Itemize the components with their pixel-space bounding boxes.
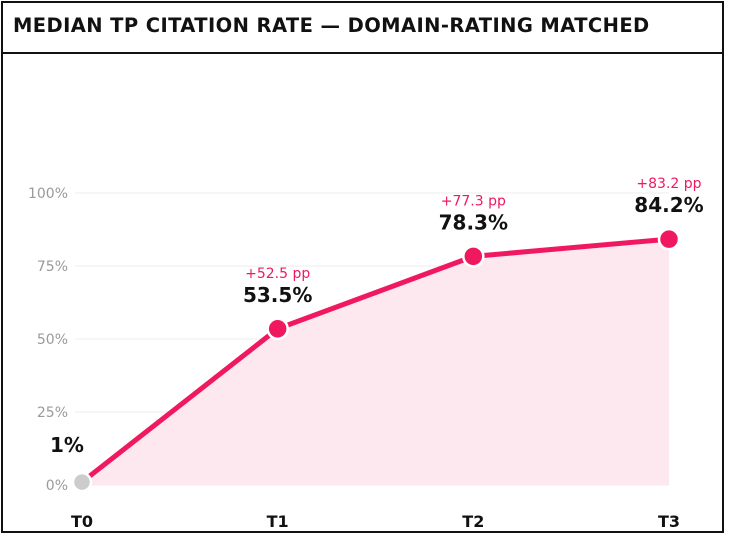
x-tick-label-t2: T2 [462,512,484,531]
area-fill [82,239,669,485]
y-tick-label: 25% [37,405,68,421]
data-point-t1 [266,317,289,341]
y-tick-label: 0% [46,478,68,494]
data-point-t0 [71,471,93,493]
chart-title: MEDIAN TP CITATION RATE — DOMAIN-RATING … [13,14,650,37]
x-tick-label-t1: T1 [267,512,289,531]
y-tick-label: 75% [37,259,68,275]
data-point-t2 [462,245,485,268]
x-tick-label-t3: T3 [658,512,680,531]
delta-label-t3: +83.2 pp [636,176,701,192]
delta-label-t2: +77.3 pp [441,193,506,209]
delta-label-t1: +52.5 pp [245,266,310,282]
series-line [79,236,672,485]
y-tick-label: 100% [28,186,68,202]
value-label-t2: 78.3% [439,210,508,234]
chart-header: MEDIAN TP CITATION RATE — DOMAIN-RATING … [3,3,722,54]
y-tick-label: 50% [37,332,68,348]
x-tick-label-t0: T0 [71,512,93,531]
value-label-t0: 1% [50,433,84,457]
value-label-t1: 53.5% [243,283,312,307]
data-point-t3 [657,227,681,251]
value-label-t3: 84.2% [634,193,703,217]
